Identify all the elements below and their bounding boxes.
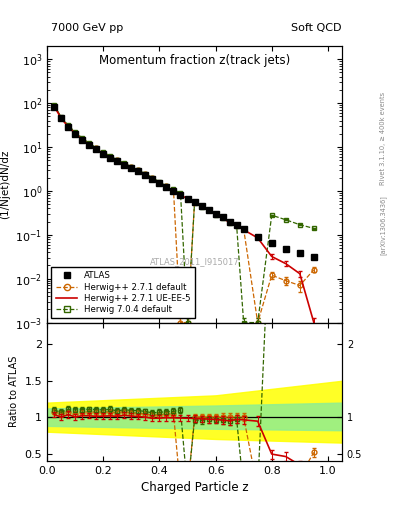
Text: 7000 GeV pp: 7000 GeV pp	[51, 23, 123, 33]
Y-axis label: Ratio to ATLAS: Ratio to ATLAS	[9, 356, 19, 428]
Text: [arXiv:1306.3436]: [arXiv:1306.3436]	[380, 196, 387, 255]
Text: ATLAS_2011_I915017: ATLAS_2011_I915017	[150, 257, 239, 266]
Text: Soft QCD: Soft QCD	[292, 23, 342, 33]
Text: Rivet 3.1.10, ≥ 400k events: Rivet 3.1.10, ≥ 400k events	[380, 92, 386, 185]
Y-axis label: (1/Njet)dN/dz: (1/Njet)dN/dz	[0, 150, 10, 219]
Legend: ATLAS, Herwig++ 2.7.1 default, Herwig++ 2.7.1 UE-EE-5, Herwig 7.0.4 default: ATLAS, Herwig++ 2.7.1 default, Herwig++ …	[51, 267, 195, 318]
Text: Momentum fraction z(track jets): Momentum fraction z(track jets)	[99, 54, 290, 68]
X-axis label: Charged Particle z: Charged Particle z	[141, 481, 248, 494]
